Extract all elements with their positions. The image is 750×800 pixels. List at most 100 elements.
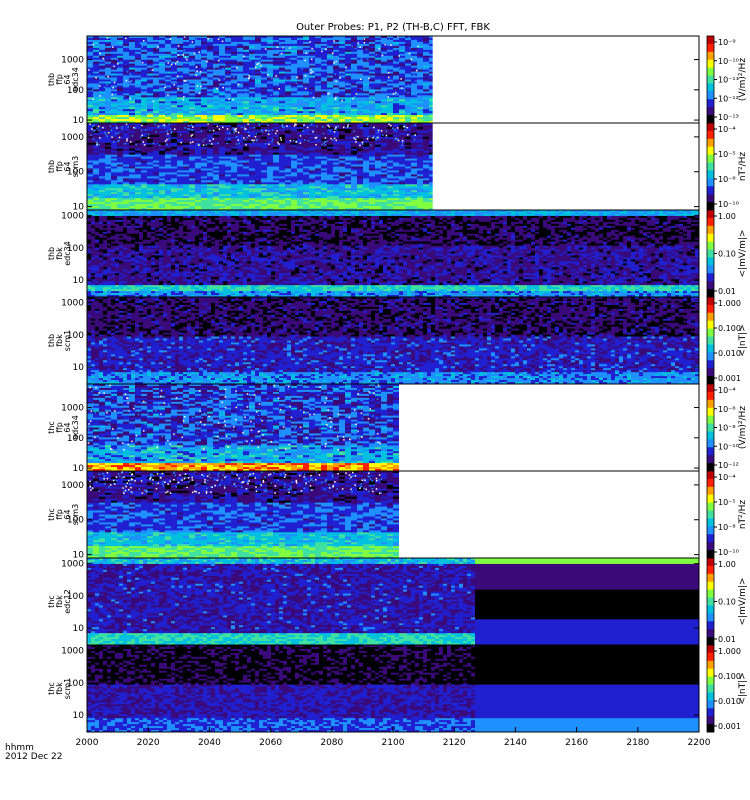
- speckle-dot: [332, 70, 334, 72]
- speckle-dot: [249, 60, 251, 62]
- speckle-dot: [339, 77, 341, 79]
- speckle-dot: [320, 67, 322, 69]
- speckle-dot: [275, 81, 277, 83]
- speckle-dot: [222, 87, 224, 89]
- speckle-dot: [361, 58, 363, 60]
- speckle-dot: [270, 95, 272, 97]
- speckle-dot: [333, 40, 335, 42]
- speckle-dot: [408, 36, 410, 38]
- speckle-dot: [196, 75, 198, 77]
- speckle-dot: [261, 56, 263, 58]
- speckle-dot: [376, 54, 378, 56]
- speckle-dot: [207, 79, 209, 81]
- speckle-dot: [276, 52, 278, 54]
- speckle-dot: [411, 58, 413, 60]
- speckle-dot: [218, 60, 220, 62]
- speckle-dot: [248, 78, 250, 80]
- speckle-dot: [93, 44, 95, 46]
- speckle-dot: [311, 59, 313, 61]
- speckle-dot: [405, 80, 407, 82]
- speckle-dot: [260, 71, 262, 73]
- speckle-dot: [114, 82, 116, 84]
- speckle-dot: [364, 54, 366, 56]
- speckle-dot: [407, 92, 409, 94]
- speckle-dot: [113, 66, 115, 68]
- speckle-dot: [393, 60, 395, 62]
- speckle-dot: [233, 76, 235, 78]
- speckle-dot: [341, 100, 343, 102]
- speckle-dot: [368, 78, 370, 80]
- speckle-dot: [236, 67, 238, 69]
- speckle-dot: [364, 38, 366, 40]
- speckle-dot: [277, 99, 279, 101]
- speckle-dot: [208, 54, 210, 56]
- speckle-dot: [175, 63, 177, 64]
- speckle-dot: [415, 40, 417, 42]
- speckle-dot: [403, 83, 405, 85]
- speckle-dot: [123, 96, 125, 98]
- speckle-dot: [410, 47, 412, 49]
- speckle-dot: [183, 99, 185, 101]
- speckle-dot: [245, 93, 247, 95]
- speckle-dot: [399, 55, 401, 57]
- figure-title: Outer Probes: P1, P2 (TH-B,C) FFT, FBK: [296, 22, 490, 33]
- speckle-dot: [88, 69, 90, 71]
- speckle-dot: [89, 65, 91, 67]
- speckle-dot: [305, 88, 307, 90]
- speckle-dot: [260, 85, 262, 87]
- speckle-dot: [168, 62, 170, 64]
- speckle-dot: [112, 46, 114, 48]
- speckle-dot: [347, 82, 349, 84]
- speckle-dot: [358, 42, 360, 44]
- speckle-dot: [265, 48, 267, 50]
- speckle-dot: [408, 84, 410, 86]
- speckle-dot: [174, 84, 176, 86]
- speckle-dot: [228, 98, 230, 100]
- speckle-dot: [400, 78, 402, 80]
- speckle-dot: [167, 72, 169, 74]
- speckle-dot: [310, 69, 312, 71]
- speckle-dot: [395, 92, 397, 94]
- speckle-dot: [106, 100, 108, 102]
- speckle-dot: [178, 45, 180, 47]
- speckle-dot: [165, 93, 167, 95]
- speckle-dot: [126, 80, 128, 82]
- speckle-dot: [243, 56, 245, 58]
- speckle-dot: [334, 62, 336, 64]
- speckle-dot: [153, 65, 155, 67]
- speckle-dot: [279, 88, 281, 90]
- speckle-dot: [390, 44, 392, 46]
- speckle-dot: [110, 37, 112, 39]
- speckle-dot: [138, 99, 140, 101]
- speckle-dot: [279, 43, 281, 45]
- speckle-dot: [417, 46, 419, 48]
- speckle-dot: [335, 98, 337, 100]
- speckle-dot: [216, 88, 218, 90]
- heatmap-cells: [87, 36, 433, 123]
- speckle-dot: [313, 97, 315, 99]
- speckle-dot: [171, 64, 173, 66]
- speckle-dot: [164, 87, 166, 89]
- speckle-dot: [99, 53, 101, 55]
- speckle-dot: [153, 101, 155, 103]
- speckle-dot: [277, 47, 279, 49]
- speckle-dot: [297, 77, 299, 79]
- speckle-dot: [281, 53, 283, 55]
- speckle-dot: [285, 78, 287, 80]
- speckle-dot: [388, 72, 390, 74]
- speckle-dot: [258, 63, 260, 65]
- speckle-dot: [200, 71, 202, 73]
- speckle-dot: [184, 80, 186, 82]
- speckle-dot: [251, 96, 253, 98]
- speckle-dot: [183, 54, 185, 56]
- speckle-dot: [99, 85, 101, 87]
- speckle-dot: [259, 61, 261, 63]
- speckle-dot: [260, 65, 262, 67]
- speckle-dot: [345, 45, 347, 47]
- speckle-dot: [356, 93, 358, 95]
- speckle-dot: [95, 77, 97, 79]
- speckle-dot: [305, 53, 307, 55]
- speckle-dot: [309, 46, 311, 48]
